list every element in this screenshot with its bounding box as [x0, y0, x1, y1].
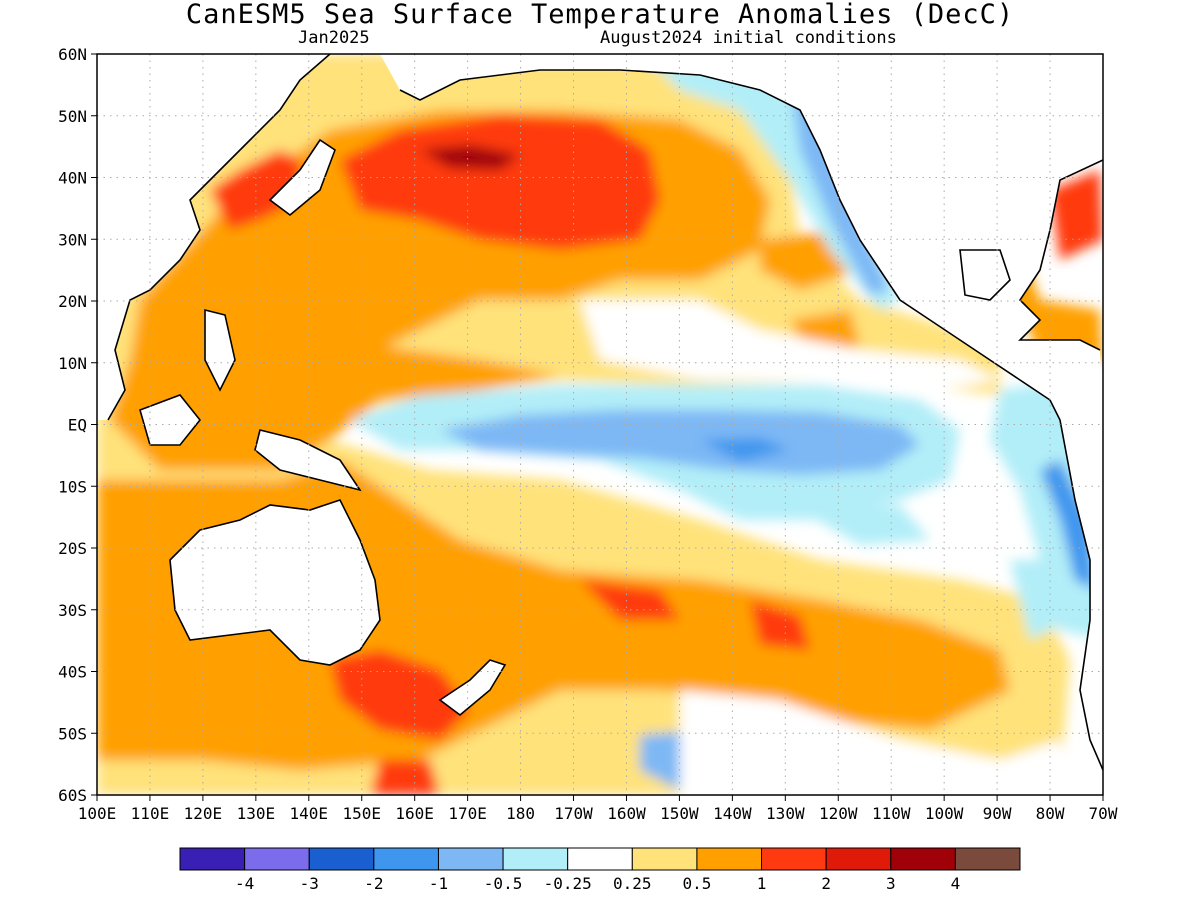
graticule — [97, 54, 1103, 795]
landmass-south-america — [1060, 420, 1103, 770]
coastlines — [107, 54, 1103, 771]
strong-warm-south-patch — [370, 760, 440, 795]
strong-warm-south-pacific-2 — [750, 600, 810, 650]
colorbar-label: -2 — [364, 874, 383, 893]
colorbar-swatch — [631, 847, 698, 871]
cool-tongue-peak — [700, 438, 790, 462]
colorbar-legend: -4 -3 -2 -1 -0.5 -0.25 0.25 0.5 1 2 3 4 — [179, 847, 1021, 893]
neutral-region-southeast — [680, 690, 1070, 795]
colorbar-label: 3 — [886, 874, 896, 893]
lon-tick-label: 120W — [819, 804, 858, 823]
colorbar-label: -4 — [235, 874, 254, 893]
landmass-new-guinea — [255, 430, 360, 490]
lon-tick-label: 130E — [237, 804, 276, 823]
latitude-axis: 60N 50N 40N 30N 20N 10N EQ 10S 20S 30S 40S 50S 60S — [58, 45, 97, 805]
strong-warm-japan — [210, 150, 300, 230]
colorbar-label: 0.5 — [682, 874, 711, 893]
landmass-australia — [170, 500, 380, 665]
lon-tick-label: 170W — [554, 804, 593, 823]
lat-tick-label: 50N — [58, 107, 87, 126]
anomaly-field — [97, 54, 1103, 795]
lon-tick-label: 140W — [713, 804, 752, 823]
landmass-alaska-north-america — [380, 54, 1103, 430]
landmass-philippines — [205, 310, 235, 390]
strong-warm-kuroshio — [340, 115, 660, 250]
cool-south-patch — [800, 505, 930, 545]
cool-tongue-core — [440, 410, 920, 475]
lat-tick-label: 60S — [58, 786, 87, 805]
lon-tick-label: 150W — [660, 804, 699, 823]
colorbar-swatch — [761, 847, 827, 871]
colorbar-swatch — [502, 847, 569, 871]
lon-tick-label: 100E — [78, 804, 117, 823]
colorbar-swatch — [179, 847, 246, 871]
strong-warm-nz — [330, 650, 470, 740]
colorbar-swatch — [825, 847, 892, 871]
lat-tick-label: 10N — [58, 354, 87, 373]
lat-tick-label: 30S — [58, 601, 87, 620]
colorbar-label: 1 — [757, 874, 767, 893]
longitude-axis: 100E 110E 120E 130E 140E 150E 160E 170E 180 170W 1… — [78, 795, 1118, 823]
colorbar-swatch — [437, 847, 504, 871]
lon-tick-label: 170E — [448, 804, 487, 823]
colorbar-label: 2 — [821, 874, 831, 893]
colorbar-swatch — [696, 847, 763, 871]
colorbar-swatch — [373, 847, 439, 871]
lat-tick-label: 10S — [58, 477, 87, 496]
lat-tick-label: 50S — [58, 724, 87, 743]
forecast-month: Jan2025 — [298, 28, 370, 48]
lon-tick-label: 120E — [184, 804, 223, 823]
landmass-new-zealand — [440, 660, 505, 715]
strong-warm-gulfstream — [1050, 170, 1103, 260]
colorbar-swatch — [954, 847, 1021, 871]
map-title: CanESM5 Sea Surface Temperature Anomalie… — [185, 0, 1015, 30]
lat-tick-label: 40S — [58, 663, 87, 682]
lon-tick-label: 140E — [290, 804, 329, 823]
lat-tick-label: EQ — [68, 416, 87, 435]
lat-tick-label: 20S — [58, 539, 87, 558]
colorbar-label: -3 — [300, 874, 319, 893]
hot-core-north-pacific — [420, 145, 520, 170]
lon-tick-label: 180 — [506, 804, 535, 823]
lon-tick-label: 100W — [925, 804, 964, 823]
cool-southeast-patch — [1010, 560, 1070, 640]
colorbar-label: 4 — [951, 874, 961, 893]
lon-tick-label: 110E — [131, 804, 170, 823]
lon-tick-label: 160W — [607, 804, 646, 823]
colorbar-swatch — [567, 847, 633, 871]
lat-tick-label: 30N — [58, 230, 87, 249]
land-masses — [97, 54, 1103, 770]
cool-california-current — [650, 60, 900, 310]
lon-tick-label: 150E — [342, 804, 381, 823]
neutral-region-east — [580, 300, 1000, 390]
lat-tick-label: 60N — [58, 45, 87, 64]
initial-conditions-label: August2024 initial conditions — [600, 28, 897, 48]
strong-warm-south-pacific — [580, 580, 680, 620]
lon-tick-label: 160E — [395, 804, 434, 823]
colorbar-swatch — [244, 847, 310, 871]
lat-tick-label: 40N — [58, 169, 87, 188]
landmass-japan — [270, 140, 335, 215]
lon-tick-label: 110W — [872, 804, 911, 823]
landmass-borneo — [140, 395, 200, 445]
colorbar-label: 0.25 — [613, 874, 652, 893]
colorbar-label: -1 — [429, 874, 448, 893]
lon-tick-label: 70W — [1089, 804, 1118, 823]
landmass-asia — [97, 54, 330, 420]
colorbar-label: -0.5 — [484, 874, 523, 893]
cool-peru-coast — [1040, 460, 1095, 590]
colorbar-label: -0.25 — [544, 874, 592, 893]
colorbar-swatch — [308, 847, 375, 871]
lon-tick-label: 80W — [1036, 804, 1065, 823]
colorbar-swatch — [890, 847, 956, 871]
lon-tick-label: 130W — [766, 804, 805, 823]
lon-tick-label: 90W — [983, 804, 1012, 823]
lat-tick-label: 20N — [58, 292, 87, 311]
